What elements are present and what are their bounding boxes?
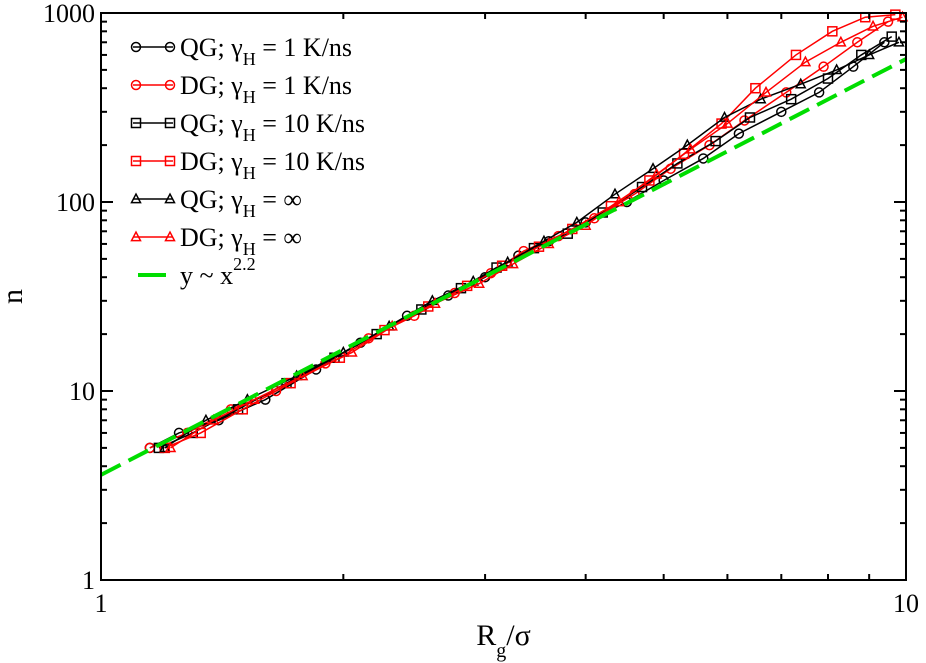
data-point-0-14 [698, 153, 709, 164]
legend-marker-right-4 [164, 192, 176, 204]
data-point-0-15 [733, 128, 745, 139]
y-tick-label-0: 1 [82, 566, 95, 595]
legend-marker-left-5 [130, 230, 142, 242]
data-point-1-18 [852, 37, 863, 48]
tick-layer [100, 12, 907, 581]
data-point-3-12 [644, 175, 655, 186]
data-point-4-13 [681, 138, 694, 150]
legend-marker-right-2 [164, 117, 176, 129]
plot-frame [100, 12, 907, 581]
legend-label-2: QG; γH = 10 K/ns [180, 109, 365, 145]
data-point-2-14 [710, 135, 721, 147]
legend-marker-right-5 [164, 230, 176, 242]
fit-line [100, 57, 907, 477]
data-point-5-16 [799, 55, 812, 67]
data-point-5-1 [207, 413, 220, 425]
legend-entry-5: DG; γH = ∞ [130, 223, 302, 259]
data-point-3-16 [790, 49, 802, 61]
data-point-5-7 [473, 277, 485, 288]
data-point-0-19 [879, 37, 890, 48]
y-tick-label-2: 100 [56, 188, 95, 217]
fit-layer [100, 57, 907, 477]
legend-marker-left-2 [130, 117, 142, 129]
x-tick-label-0: 1 [95, 589, 108, 618]
data-point-5-15 [760, 85, 772, 97]
legend-entry-1: DG; γH = 1 K/ns [130, 71, 352, 107]
y-axis-label: n [0, 289, 29, 304]
data-point-4-10 [571, 215, 583, 227]
legend-label-6: y ~ x2.2 [180, 254, 256, 290]
legend-marker-left-4 [130, 192, 142, 204]
data-point-3-15 [750, 82, 761, 94]
legend-entry-2: QG; γH = 10 K/ns [130, 109, 365, 145]
y-tick-label-1: 10 [69, 377, 95, 406]
data-point-5-4 [346, 345, 358, 357]
data-point-5-11 [613, 195, 625, 207]
data-point-0-16 [776, 106, 787, 118]
data-point-5-8 [507, 257, 519, 269]
legend-label-5: DG; γH = ∞ [180, 223, 302, 259]
legend-marker-right-1 [164, 79, 176, 91]
legend-marker-left-0 [130, 41, 142, 53]
x-axis-label: Rg/σ [476, 619, 531, 662]
data-point-5-18 [867, 19, 879, 31]
data-point-4-12 [647, 162, 659, 174]
legend-entry-0: QG; γH = 1 K/ns [130, 33, 352, 69]
data-point-5-12 [650, 167, 663, 179]
y-tick-label-3: 1000 [43, 0, 95, 28]
data-point-2-16 [785, 93, 797, 105]
legend-entry-4: QG; γH = ∞ [130, 185, 302, 221]
data-point-4-14 [718, 110, 731, 122]
data-point-5-3 [296, 369, 309, 381]
data-point-1-19 [882, 16, 894, 27]
legend-label-1: DG; γH = 1 K/ns [180, 71, 352, 107]
legend-marker-right-3 [164, 155, 176, 167]
data-point-1-17 [818, 61, 829, 72]
data-point-0-17 [813, 87, 825, 98]
x-tick-label-1: 10 [893, 589, 919, 618]
data-point-1-15 [739, 115, 750, 126]
data-point-5-13 [684, 142, 697, 154]
legend-marker-left-3 [130, 155, 142, 167]
data-point-4-17 [830, 63, 843, 75]
legend-label-0: QG; γH = 1 K/ns [180, 33, 352, 69]
data-point-4-1 [200, 413, 212, 425]
legend-entry-6: y ~ x2.2 [138, 254, 256, 290]
legend-marker-right-0 [164, 41, 176, 53]
series-line-4 [164, 41, 900, 449]
legend-marker-left-1 [130, 79, 142, 91]
data-point-5-0 [164, 441, 177, 453]
data-point-4-16 [794, 77, 807, 89]
data-point-4-11 [609, 187, 621, 199]
data-point-3-17 [827, 26, 838, 37]
data-point-4-0 [158, 441, 171, 453]
legend-label-3: DG; γH = 10 K/ns [180, 147, 365, 183]
legend-label-4: QG; γH = ∞ [180, 185, 302, 221]
data-point-4-8 [501, 255, 514, 267]
data-point-2-19 [886, 31, 897, 42]
data-point-2-15 [744, 112, 756, 123]
data-point-5-17 [835, 35, 847, 47]
series-line-5 [170, 16, 903, 449]
data-point-2-12 [636, 181, 648, 193]
legend-entry-3: DG; γH = 10 K/ns [130, 147, 365, 183]
data-point-5-14 [721, 117, 734, 128]
data-point-4-18 [863, 48, 875, 60]
